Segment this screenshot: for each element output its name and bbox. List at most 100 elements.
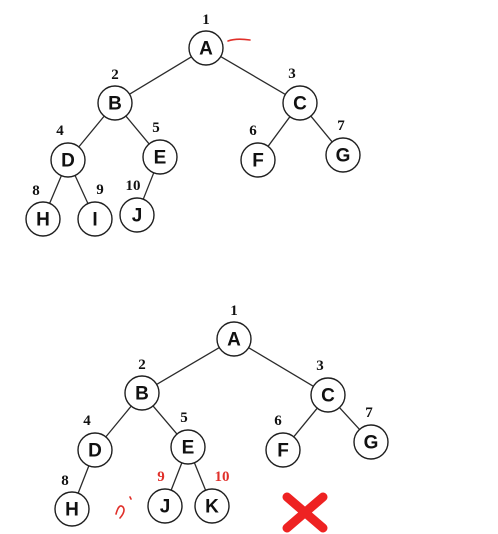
edge-c-f xyxy=(267,116,291,147)
node-circle xyxy=(119,197,155,233)
edge-d-h xyxy=(49,175,62,204)
tree-node-d: D4 xyxy=(50,123,86,178)
tree-node-c: C3 xyxy=(282,66,318,121)
node-circle xyxy=(194,488,230,524)
node-letter: H xyxy=(65,500,79,521)
node-circle xyxy=(77,201,113,237)
node-letter: G xyxy=(336,146,351,167)
node-circle xyxy=(310,377,346,413)
node-index-label: 9 xyxy=(157,469,165,485)
node-letter: I xyxy=(92,210,97,231)
node-letter: D xyxy=(88,441,102,462)
node-index-label: 1 xyxy=(202,12,210,28)
edge-c-g xyxy=(310,115,333,143)
node-index-label: 9 xyxy=(96,182,104,198)
edge-b-d xyxy=(78,115,105,148)
edge-a-c xyxy=(248,347,314,387)
node-index-label: 4 xyxy=(56,123,64,139)
node-letter: B xyxy=(108,94,122,115)
tree-node-f: F6 xyxy=(240,123,276,178)
tree-node-e: E5 xyxy=(170,410,206,465)
node-letter: C xyxy=(293,94,307,115)
node-letter: F xyxy=(252,151,264,172)
node-circle xyxy=(282,85,318,121)
tree-node-g: G7 xyxy=(325,118,361,173)
node-index-label: 8 xyxy=(32,183,40,199)
node-index-label: 6 xyxy=(274,413,282,429)
node-circle xyxy=(124,375,160,411)
node-letter: C xyxy=(321,386,335,407)
node-circle xyxy=(265,432,301,468)
node-circle xyxy=(216,321,252,357)
red-cross-icon xyxy=(282,492,328,533)
edge-b-e xyxy=(125,115,150,145)
node-circle xyxy=(142,139,178,175)
node-index-label: 5 xyxy=(180,410,188,426)
node-index-label: 5 xyxy=(152,120,160,136)
node-index-label: 2 xyxy=(111,67,119,83)
tree-node-c: C3 xyxy=(310,358,346,413)
node-letter: A xyxy=(227,330,241,351)
node-letter: F xyxy=(277,441,289,462)
edge-e-k xyxy=(193,462,207,491)
node-circle xyxy=(188,30,224,66)
node-letter: H xyxy=(36,210,50,231)
node-letter: B xyxy=(135,384,149,405)
node-circle xyxy=(147,488,183,524)
edge-d-h xyxy=(77,465,90,494)
node-letter: K xyxy=(205,497,219,518)
tree-node-a: A1 xyxy=(216,303,252,357)
tree-node-h: H8 xyxy=(54,473,90,527)
edge-b-d xyxy=(105,405,132,438)
node-letter: E xyxy=(182,438,195,459)
node-index-label: 4 xyxy=(83,413,91,429)
node-letter: D xyxy=(61,151,75,172)
tree-node-b: B2 xyxy=(97,67,133,121)
edge-d-i xyxy=(74,175,89,204)
node-index-label: 6 xyxy=(249,123,257,139)
tree-node-h: H8 xyxy=(25,183,61,237)
tree-node-j: J 10 xyxy=(119,178,155,233)
node-circle xyxy=(54,491,90,527)
tree-node-a: A1 xyxy=(188,12,224,66)
edge-a-b xyxy=(129,56,192,95)
node-letter: A xyxy=(199,39,213,60)
edge-c-f xyxy=(293,407,318,438)
tree-node-i: I9 xyxy=(77,182,113,237)
node-index-label: 10 xyxy=(215,469,230,485)
node-index-label: 1 xyxy=(230,303,238,319)
edge-c-g xyxy=(338,407,361,430)
node-letter: J xyxy=(160,497,171,518)
edge-e-j xyxy=(170,462,183,491)
node-circle xyxy=(97,85,133,121)
edge-e-j xyxy=(142,172,155,200)
edge-b-e xyxy=(152,405,178,435)
node-index-label: 3 xyxy=(288,66,296,82)
node-circle xyxy=(353,424,389,460)
node-circle xyxy=(77,432,113,468)
tree-node-g: G7 xyxy=(353,405,389,460)
tree-node-j: J9 xyxy=(147,469,183,524)
red-pen-squiggle xyxy=(115,496,132,519)
node-letter: G xyxy=(364,433,379,454)
tree-node-e: E5 xyxy=(142,120,178,175)
node-letter: J xyxy=(132,206,143,227)
node-index-label: 10 xyxy=(126,178,141,194)
node-circle xyxy=(170,429,206,465)
tree-node-k: K 10 xyxy=(194,469,230,524)
edge-a-c xyxy=(220,56,286,95)
node-letter: E xyxy=(154,148,167,169)
node-circle xyxy=(240,142,276,178)
node-index-label: 3 xyxy=(316,358,324,374)
edge-a-b xyxy=(156,347,220,385)
node-index-label: 7 xyxy=(337,118,345,134)
node-circle xyxy=(325,137,361,173)
node-index-label: 7 xyxy=(365,405,373,421)
tree-node-d: D4 xyxy=(77,413,113,468)
node-index-label: 2 xyxy=(138,357,146,373)
red-pen-mark xyxy=(227,38,251,42)
